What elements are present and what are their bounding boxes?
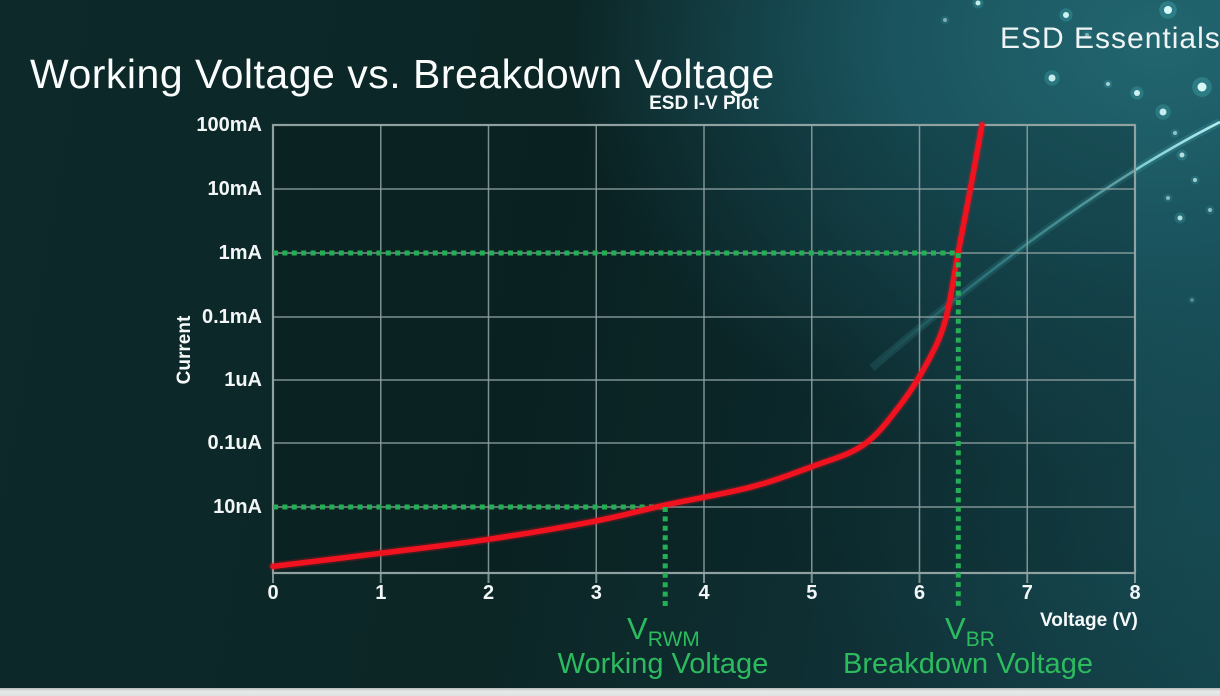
vbr-subscript: BR [965,628,995,652]
y-tick-label: 10nA [213,496,262,518]
y-tick-label: 1mA [218,242,262,264]
x-tick-label: 3 [590,582,602,604]
particle-dot [1063,12,1069,18]
particle-dot [1179,152,1185,158]
particle-dot [1106,82,1110,86]
particle-dot [975,0,981,6]
particle-dot [1164,6,1172,14]
particle-halo [1188,296,1196,304]
vrwm-caption: Working Voltage [557,648,769,680]
y-tick-label: 1uA [224,369,262,391]
particle-dot [1048,74,1056,82]
particle-dot [1173,131,1177,135]
vrwm-symbol: V [627,611,648,646]
bottom-strip [0,688,1220,696]
slide-title: Working Voltage vs. Breakdown Voltage [30,51,775,98]
y-tick-label: 10mA [207,178,262,200]
particle-dot [1177,215,1183,221]
x-tick-label: 5 [806,582,818,604]
y-tick-label: 0.1mA [201,306,262,328]
x-tick-label: 6 [913,582,926,604]
vbr-caption: Breakdown Voltage [843,648,1093,680]
vrwm-subscript: RWM [647,628,700,652]
vbr-symbol: V [945,611,966,646]
plot-border [271,123,1137,575]
x-axis-title: Voltage (V) [1040,610,1138,631]
iv-curve [270,122,985,570]
x-tick-label: 0 [267,582,279,604]
particle-dot [1197,82,1207,92]
particle-dot [1208,208,1212,212]
particle-dot [1159,108,1167,116]
y-tick-label: 0.1uA [207,432,262,454]
x-tick-label: 4 [698,582,710,604]
vbr-label: VBR [945,611,995,650]
y-tick-label: 100mA [196,114,262,136]
x-tick-label: 1 [375,582,387,604]
x-tick-label: 2 [482,582,495,604]
particle-dot [1190,298,1194,302]
particle-dot [1085,33,1089,37]
chart-title: ESD I-V Plot [649,93,759,114]
swoosh-line [871,120,1220,369]
particle-dot [1134,90,1140,96]
x-tick-label: 7 [1021,582,1033,604]
vrwm-label: VRWM [627,611,700,650]
x-tick-label: 8 [1129,582,1141,604]
particle-dot [1166,196,1170,200]
particle-dot [943,18,947,22]
particle-dot [1193,178,1197,182]
brand-text: ESD Essentials [1000,22,1220,55]
particle-dots [940,0,1215,304]
